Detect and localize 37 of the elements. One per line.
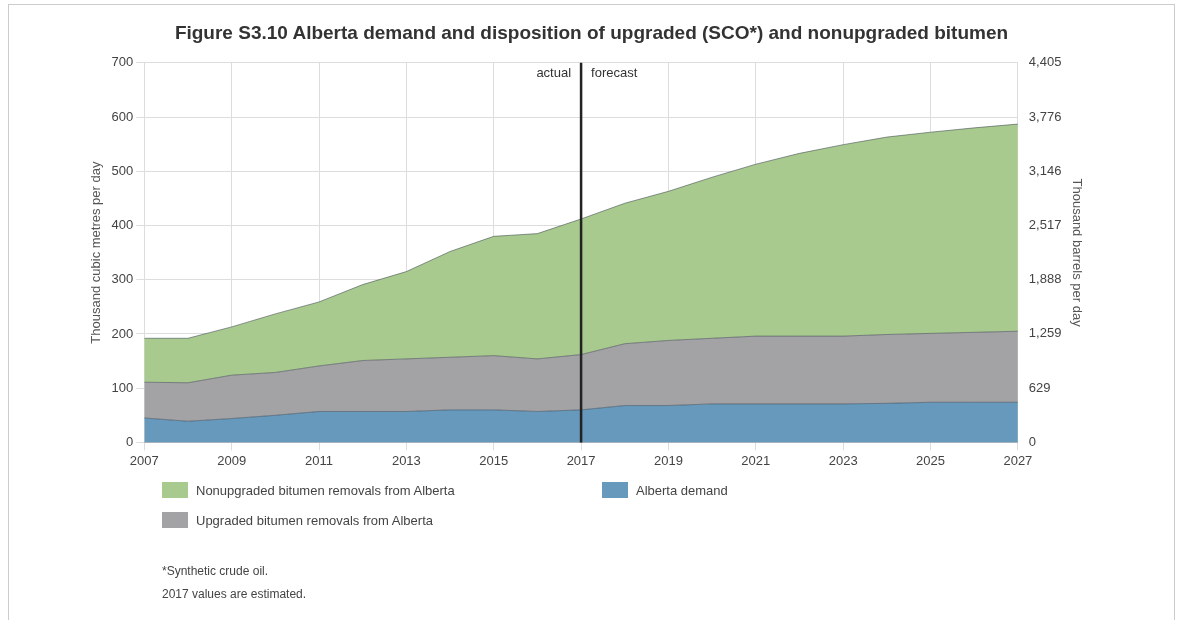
y-tick-label: 400 <box>111 217 134 233</box>
y2-tick-label: 1,888 <box>1028 271 1062 287</box>
legend-label: Upgraded bitumen removals from Alberta <box>196 512 434 528</box>
legend-label: Alberta demand <box>636 482 728 498</box>
y2-tick-label: 4,405 <box>1028 54 1062 70</box>
x-tick-label: 2009 <box>217 452 247 468</box>
y2-tick-label: 1,259 <box>1028 325 1062 341</box>
x-tick-label: 2021 <box>741 452 771 468</box>
x-tick-label: 2013 <box>391 452 421 468</box>
x-tick-label: 2017 <box>566 452 596 468</box>
y-tick-label: 500 <box>111 162 134 178</box>
text: *Synthetic crude oil. <box>162 563 270 580</box>
x-tick-label: 2019 <box>653 452 683 468</box>
x-tick-label: 2011 <box>305 452 333 468</box>
y2-tick-label: 3,776 <box>1028 108 1062 124</box>
annotation: actual <box>536 65 572 81</box>
y2-tick-label: 3,146 <box>1028 162 1062 178</box>
y2-axis-title: Thousand barrels per day <box>1069 178 1085 328</box>
y-tick-label: 600 <box>111 108 134 124</box>
x-tick-label: 2007 <box>129 452 159 468</box>
y-tick-label: 0 <box>126 433 134 449</box>
chart-title: Figure S3.10 Alberta demand and disposition of upgraded (SCO*) and nonupgraded bitumen <box>173 22 1010 44</box>
y2-tick-label: 2,517 <box>1028 217 1062 233</box>
y-tick-label: 300 <box>111 271 134 287</box>
y-tick-label: 700 <box>111 54 134 70</box>
y2-tick-label: 629 <box>1028 379 1051 395</box>
x-tick-label: 2027 <box>1003 452 1033 468</box>
text: 2017 values are estimated. <box>162 586 307 603</box>
annotation: forecast <box>591 65 638 81</box>
x-tick-label: 2015 <box>479 452 509 468</box>
legend-label: Nonupgraded bitumen removals from Alberta <box>196 482 455 498</box>
x-tick-label: 2025 <box>916 452 945 468</box>
y-tick-label: 100 <box>111 379 134 395</box>
y-axis-title: Thousand cubic metres per day <box>88 161 104 344</box>
y2-tick-label: 0 <box>1028 433 1037 449</box>
x-tick-label: 2023 <box>828 452 858 468</box>
y-tick-label: 200 <box>111 325 134 341</box>
